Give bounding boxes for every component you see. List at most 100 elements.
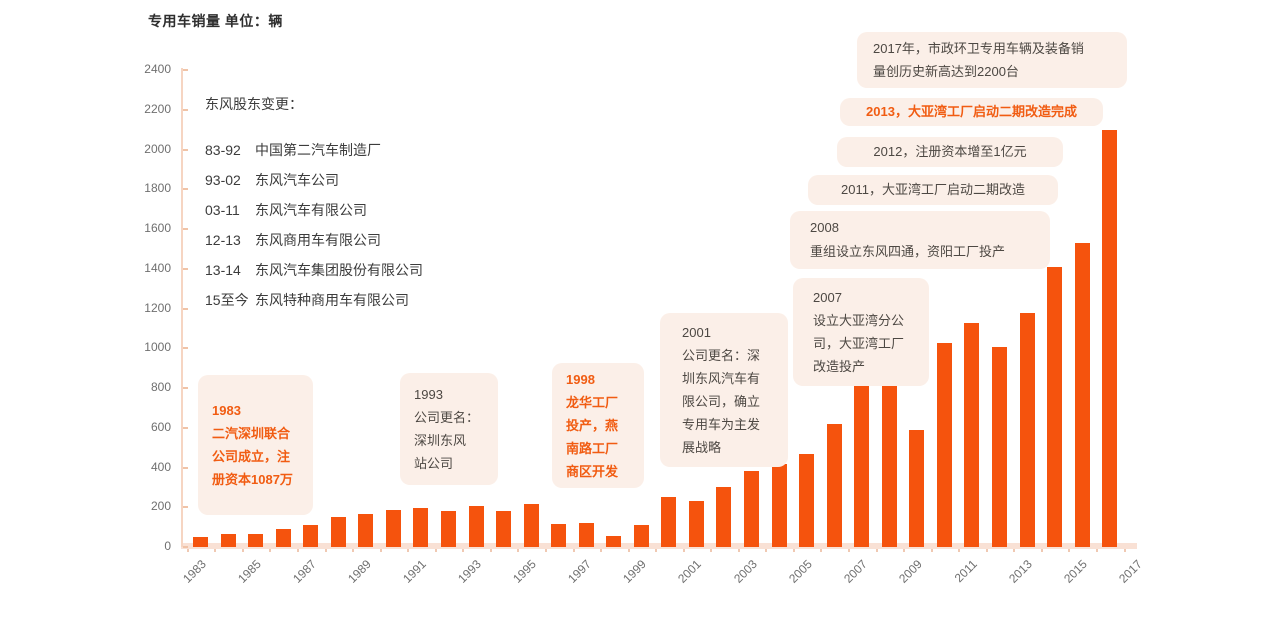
annotation-box-1998: 1998 龙华工厂 投产，燕 南路工厂 商区开发 (552, 363, 644, 488)
y-axis-tick (183, 466, 188, 469)
x-axis-tick (1013, 549, 1016, 552)
y-axis-tick (183, 506, 188, 509)
chart-title: 专用车销量 单位：辆 (148, 13, 283, 29)
bar-2001 (688, 501, 704, 547)
sales-bar-chart: 专用车销量 单位：辆 东风股东变更： 83-92 中国第二汽车制造厂 93-02 东风… (144, 13, 1145, 586)
annotation-line: 2013，大亚湾工厂启动二期改造完成 (866, 104, 1077, 119)
x-axis-tick (324, 549, 327, 552)
annotation-line: 2017年，市政环卫专用车辆及装备销 (873, 41, 1084, 56)
x-axis-tick (848, 549, 850, 552)
bar-1992 (440, 511, 456, 547)
shareholder-period: 83-92 (205, 142, 241, 158)
x-axis-tick (930, 549, 933, 552)
annotation-box-2011: 2011，大亚湾工厂启动二期改造 (808, 175, 1058, 205)
annotation-box-1983: 1983 二汽深圳联合 公司成立，注 册资本1087万 (198, 375, 313, 515)
bar-1999 (633, 525, 649, 547)
shareholder-name: 东风汽车有限公司 (255, 202, 367, 218)
shareholder-period: 13-14 (205, 262, 241, 278)
annotation-line: 二汽深圳联合 (212, 426, 291, 441)
y-axis-tick (183, 108, 188, 111)
bar-2013 (1019, 313, 1035, 547)
bar-1997 (578, 523, 594, 547)
bar-1995 (523, 504, 539, 547)
bar-2007 (854, 378, 870, 547)
y-axis-tick (183, 188, 188, 191)
x-axis-tick (517, 549, 520, 552)
shareholder-row: 03-11 东风汽车有限公司 (205, 195, 423, 225)
x-axis-tick (1068, 549, 1071, 552)
x-axis-tick (1095, 549, 1098, 552)
bar-1988 (330, 517, 346, 547)
y-axis-label-2400: 2400 (144, 62, 171, 76)
x-axis-tick (875, 549, 878, 552)
bar-1998 (606, 536, 622, 547)
x-axis-tick (434, 549, 437, 552)
x-axis-tick (297, 549, 299, 552)
shareholder-name: 东风特种商用车有限公司 (255, 292, 409, 308)
bar-1993 (468, 506, 484, 547)
bar-2014 (1047, 266, 1063, 547)
y-axis-line (181, 68, 183, 547)
bar-2015 (1074, 242, 1090, 547)
bar-2008 (881, 383, 897, 547)
bar-1985 (248, 534, 264, 547)
x-axis-baseline (181, 543, 1137, 549)
shareholder-name: 东风汽车集团股份有限公司 (255, 262, 423, 278)
bar-2002 (716, 487, 732, 547)
bar-1990 (385, 510, 401, 547)
y-axis-label-0: 0 (164, 539, 171, 553)
x-axis-tick (600, 549, 603, 552)
shareholder-row: 93-02 东风汽车公司 (205, 165, 423, 195)
x-axis-tick (241, 549, 244, 552)
bar-1983 (193, 537, 208, 547)
x-axis-tick (489, 549, 492, 552)
shareholder-period: 93-02 (205, 172, 241, 188)
annotation-line: 1983 (212, 403, 241, 418)
bar-2016 (1102, 129, 1118, 547)
annotation-box-1993: 1993 公司更名： 深圳东风 站公司 (400, 373, 498, 485)
shareholder-row: 13-14 东风汽车集团股份有限公司 (205, 255, 423, 285)
shareholder-name: 东风汽车公司 (255, 172, 339, 188)
y-axis-tick (183, 148, 188, 151)
x-axis-tick (214, 549, 217, 552)
x-axis-tick (379, 549, 382, 552)
bar-2009 (909, 429, 925, 547)
bar-2012 (991, 347, 1007, 547)
shareholder-name: 东风商用车有限公司 (255, 232, 381, 248)
shareholder-period: 15至今 (205, 292, 249, 308)
bar-2000 (661, 497, 677, 547)
x-axis-tick (1040, 549, 1043, 552)
bar-2004 (771, 463, 787, 547)
annotation-box-2013: 2013，大亚湾工厂启动二期改造完成 (840, 98, 1103, 126)
annotation-line: 改造投产 (813, 359, 866, 374)
annotation-box-2007: 2007 设立大亚湾分公 司，大亚湾工厂 改造投产 (793, 278, 929, 386)
y-axis-tick (183, 546, 188, 548)
x-axis-tick (462, 549, 465, 552)
bar-2005 (799, 453, 815, 547)
y-axis-label-1800: 1800 (144, 181, 171, 196)
x-axis-tick (544, 549, 547, 552)
x-axis-tick (352, 549, 355, 552)
x-axis-tick (737, 549, 740, 552)
annotation-line: 站公司 (414, 456, 454, 471)
y-axis-tick (183, 387, 188, 389)
annotation-line: 龙华工厂 (566, 395, 619, 410)
x-axis-tick (682, 549, 685, 552)
x-axis-tick (269, 549, 272, 552)
annotation-line: 司，大亚湾工厂 (813, 336, 905, 351)
x-axis-tick (792, 549, 795, 552)
y-axis-label-2200: 2200 (144, 101, 171, 116)
y-axis-tick (183, 69, 188, 71)
annotation-line: 2007 (813, 290, 842, 305)
bar-2003 (744, 471, 759, 547)
x-axis-tick (958, 549, 961, 552)
x-axis-tick (820, 549, 823, 552)
annotation-line: 1993 (414, 387, 443, 402)
y-axis-label-800: 800 (150, 380, 171, 394)
y-axis-label-1200: 1200 (144, 300, 171, 315)
y-axis-tick (183, 267, 188, 270)
annotation-line: 深圳东风 (414, 433, 467, 448)
x-axis-tick (627, 549, 630, 552)
x-axis-tick (1123, 549, 1126, 552)
bar-1994 (496, 511, 512, 547)
